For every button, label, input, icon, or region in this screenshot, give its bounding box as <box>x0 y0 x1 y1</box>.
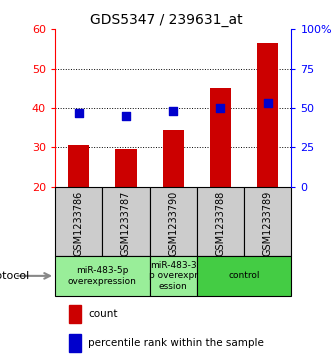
Text: GSM1233786: GSM1233786 <box>74 190 84 256</box>
Point <box>123 113 129 119</box>
Text: GSM1233789: GSM1233789 <box>263 190 273 256</box>
Point <box>170 108 176 114</box>
Bar <box>244 187 291 256</box>
Text: percentile rank within the sample: percentile rank within the sample <box>88 338 264 348</box>
Bar <box>69 305 81 322</box>
Text: miR-483-5p
overexpression: miR-483-5p overexpression <box>68 266 137 286</box>
Bar <box>257 43 278 187</box>
Bar <box>115 150 137 187</box>
Text: GSM1233787: GSM1233787 <box>121 190 131 256</box>
Point <box>76 110 81 116</box>
Bar <box>150 187 197 256</box>
Text: GSM1233790: GSM1233790 <box>168 190 178 256</box>
Text: protocol: protocol <box>0 271 29 281</box>
Bar <box>163 130 184 187</box>
Bar <box>197 256 291 296</box>
Text: control: control <box>228 272 260 280</box>
Text: count: count <box>88 309 118 319</box>
Bar <box>68 146 89 187</box>
Point <box>218 105 223 111</box>
Point <box>265 100 270 106</box>
Text: GSM1233788: GSM1233788 <box>215 190 225 256</box>
Text: miR-483-3
p overexpr
ession: miR-483-3 p overexpr ession <box>149 261 198 291</box>
Bar <box>55 187 102 256</box>
Text: GDS5347 / 239631_at: GDS5347 / 239631_at <box>90 13 243 27</box>
Bar <box>55 256 150 296</box>
Bar <box>150 256 197 296</box>
Bar <box>197 187 244 256</box>
Bar <box>69 334 81 352</box>
Bar <box>210 88 231 187</box>
Bar <box>102 187 150 256</box>
